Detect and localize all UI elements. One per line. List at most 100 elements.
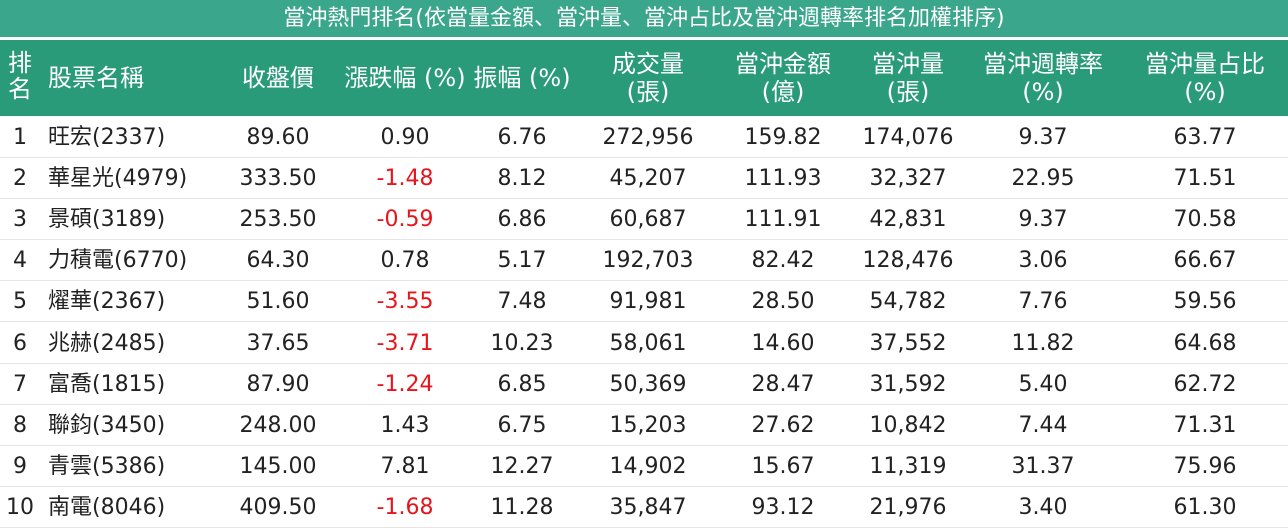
value-cell: 27.62: [751, 412, 815, 438]
header-cell: 成交量 (張): [558, 50, 738, 106]
value-cell: 0.78: [380, 248, 430, 274]
value-cell: 14.60: [751, 330, 815, 356]
value-cell: 145.00: [239, 453, 317, 479]
value-cell: 192,703: [602, 248, 694, 274]
value-cell: 71.31: [1173, 412, 1237, 438]
header-text: (張): [626, 78, 670, 106]
stock-name: 景碩(3189): [48, 207, 166, 233]
value-cell: 12.27: [490, 453, 554, 479]
value-cell: 272,956: [602, 125, 694, 150]
table-row: 5 燿華(2367) 51.60 -3.55 7.48 91,981 28.50 54,782…: [0, 281, 1288, 323]
value-cell: 7.81: [380, 453, 430, 479]
value-cell: 11.28: [490, 494, 554, 520]
value-cell: 37,552: [869, 330, 947, 356]
value-cell: 0.90: [380, 125, 430, 150]
value-cell: 87.90: [246, 371, 310, 397]
rank: 8: [13, 412, 27, 438]
rank: 1: [13, 125, 27, 150]
value-cell: 62.72: [1173, 371, 1237, 397]
value-cell: 333.50: [239, 166, 317, 192]
table-title: 當沖熱門排名(依當量金額、當沖量、當沖占比及當沖週轉率排名加權排序): [0, 0, 1288, 37]
value-cell: 64.68: [1173, 330, 1237, 356]
value-cell: 111.91: [744, 207, 822, 233]
stock-name: 青雲(5386): [48, 453, 166, 479]
value-cell: 31.37: [1011, 453, 1075, 479]
value-cell: 159.82: [744, 125, 822, 150]
value-cell: 37.65: [246, 330, 310, 356]
rank: 5: [13, 289, 27, 315]
value-cell: 6.86: [497, 207, 547, 233]
value-cell: 10,842: [869, 412, 947, 438]
value-cell: 28.50: [751, 289, 815, 315]
value-cell: 71.51: [1173, 166, 1237, 192]
value-cell: 54,782: [869, 289, 947, 315]
header-cell: 當沖金額 (億): [693, 50, 873, 106]
stock-name: 南電(8046): [48, 494, 166, 520]
value-cell: 15,203: [609, 412, 687, 438]
header-cell: 當沖量 (張): [818, 50, 998, 106]
value-cell: -3.55: [376, 289, 434, 315]
value-cell: 5.40: [1018, 371, 1068, 397]
value-cell: 128,476: [862, 248, 954, 274]
stock-name: 力積電(6770): [48, 248, 188, 274]
value-cell: -0.59: [376, 207, 434, 233]
header-cell: 收盤價: [188, 64, 368, 92]
value-cell: -1.48: [376, 166, 434, 192]
value-cell: 10.23: [490, 330, 554, 356]
table-row: 3 景碩(3189) 253.50 -0.59 6.86 60,687 111.91 42,8…: [0, 199, 1288, 241]
value-cell: 66.67: [1173, 248, 1237, 274]
value-cell: 60,687: [609, 207, 687, 233]
header-text: 成交量: [612, 50, 684, 78]
table-row: 8 聯鈞(3450) 248.00 1.43 6.75 15,203 27.62 10,842…: [0, 405, 1288, 446]
header-cell: 振幅 (%): [432, 64, 612, 92]
value-cell: 31,592: [869, 371, 947, 397]
value-cell: 7.76: [1018, 289, 1068, 315]
stock-name: 旺宏(2337): [48, 125, 166, 150]
value-cell: 51.60: [246, 289, 310, 315]
stock-name: 富喬(1815): [48, 371, 166, 397]
value-cell: 5.17: [497, 248, 547, 274]
header-cell: 股票名稱: [48, 64, 144, 92]
value-cell: 22.95: [1011, 166, 1075, 192]
table-row: 1 旺宏(2337) 89.60 0.90 6.76 272,956 159.82 174,0…: [0, 117, 1288, 158]
value-cell: 21,976: [869, 494, 947, 520]
value-cell: 3.06: [1018, 248, 1068, 274]
header-text: 漲跌幅 (%): [344, 64, 466, 92]
value-cell: 8.12: [497, 166, 547, 192]
header-text: 當沖金額: [735, 50, 831, 78]
value-cell: 253.50: [239, 207, 317, 233]
rank: 7: [13, 371, 27, 397]
value-cell: 45,207: [609, 166, 687, 192]
header-text: 當沖週轉率: [983, 50, 1103, 78]
value-cell: 6.76: [497, 125, 547, 150]
value-cell: 63.77: [1173, 125, 1237, 150]
value-cell: 409.50: [239, 494, 317, 520]
header-cell: 漲跌幅 (%): [315, 64, 495, 92]
header-text: (張): [886, 78, 930, 106]
header-text: 振幅 (%): [473, 64, 571, 92]
value-cell: 61.30: [1173, 494, 1237, 520]
header-cell: 當沖量占比 (%): [1115, 50, 1288, 106]
value-cell: 11.82: [1011, 330, 1075, 356]
value-cell: 9.37: [1018, 207, 1068, 233]
value-cell: 91,981: [609, 289, 687, 315]
stock-name: 燿華(2367): [48, 289, 166, 315]
rank: 4: [13, 248, 27, 274]
header-text: 收盤價: [242, 64, 314, 92]
rank: 2: [13, 166, 27, 192]
value-cell: 64.30: [246, 248, 310, 274]
table-row: 10 南電(8046) 409.50 -1.68 11.28 35,847 93.12 21,…: [0, 487, 1288, 528]
value-cell: 9.37: [1018, 125, 1068, 150]
header-text: (億): [761, 78, 805, 106]
value-cell: 15.67: [751, 453, 815, 479]
value-cell: 58,061: [609, 330, 687, 356]
value-cell: 35,847: [609, 494, 687, 520]
value-cell: -1.68: [376, 494, 434, 520]
value-cell: -1.24: [376, 371, 434, 397]
header-cell: 排名: [6, 50, 34, 102]
value-cell: 82.42: [751, 248, 815, 274]
value-cell: 42,831: [869, 207, 947, 233]
table-row: 9 青雲(5386) 145.00 7.81 12.27 14,902 15.67 11,31…: [0, 446, 1288, 487]
value-cell: 14,902: [609, 453, 687, 479]
